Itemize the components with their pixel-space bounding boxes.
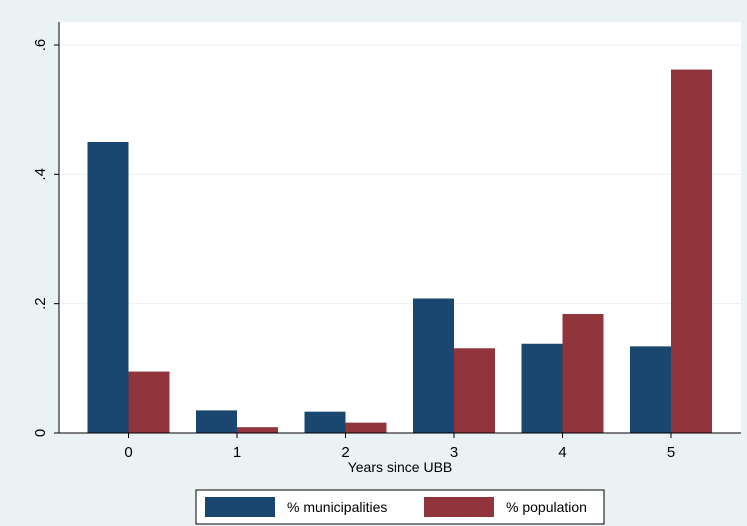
y-tick-label: .6 <box>32 39 49 52</box>
x-tick-label: 3 <box>450 444 458 461</box>
bar-population-0 <box>128 371 170 433</box>
plot-area <box>59 22 741 433</box>
bar-municipalities-4 <box>521 343 563 433</box>
bar-municipalities-2 <box>304 411 346 433</box>
bar-municipalities-3 <box>413 298 454 433</box>
y-tick-label: 0 <box>32 429 49 437</box>
x-tick-label: 5 <box>667 444 675 461</box>
legend-label-population: % population <box>506 499 587 515</box>
x-tick-label: 2 <box>341 444 349 461</box>
bar-municipalities-0 <box>87 142 129 433</box>
x-axis: 0 1 2 3 4 5 <box>59 432 741 461</box>
bar-population-2 <box>345 422 387 433</box>
bar-population-5 <box>671 69 712 433</box>
x-tick-label: 0 <box>124 444 132 461</box>
legend-label-municipalities: % municipalities <box>287 499 387 515</box>
bar-population-1 <box>237 427 278 433</box>
gridlines <box>59 44 741 305</box>
y-axis: 0 .2 .4 .6 <box>32 22 60 437</box>
bar-municipalities-5 <box>630 346 671 433</box>
bars <box>87 69 712 433</box>
x-tick-label: 1 <box>233 444 241 461</box>
x-axis-title: Years since UBB <box>348 459 453 475</box>
bar-municipalities-1 <box>196 410 237 433</box>
bar-population-3 <box>454 348 495 433</box>
bar-population-4 <box>562 314 604 433</box>
y-tick-label: .2 <box>32 297 49 310</box>
legend-swatch-population <box>424 497 494 517</box>
y-tick-label: .4 <box>32 168 49 181</box>
legend-swatch-municipalities <box>205 497 275 517</box>
legend: % municipalities % population <box>195 489 605 525</box>
x-tick-label: 4 <box>558 444 566 461</box>
